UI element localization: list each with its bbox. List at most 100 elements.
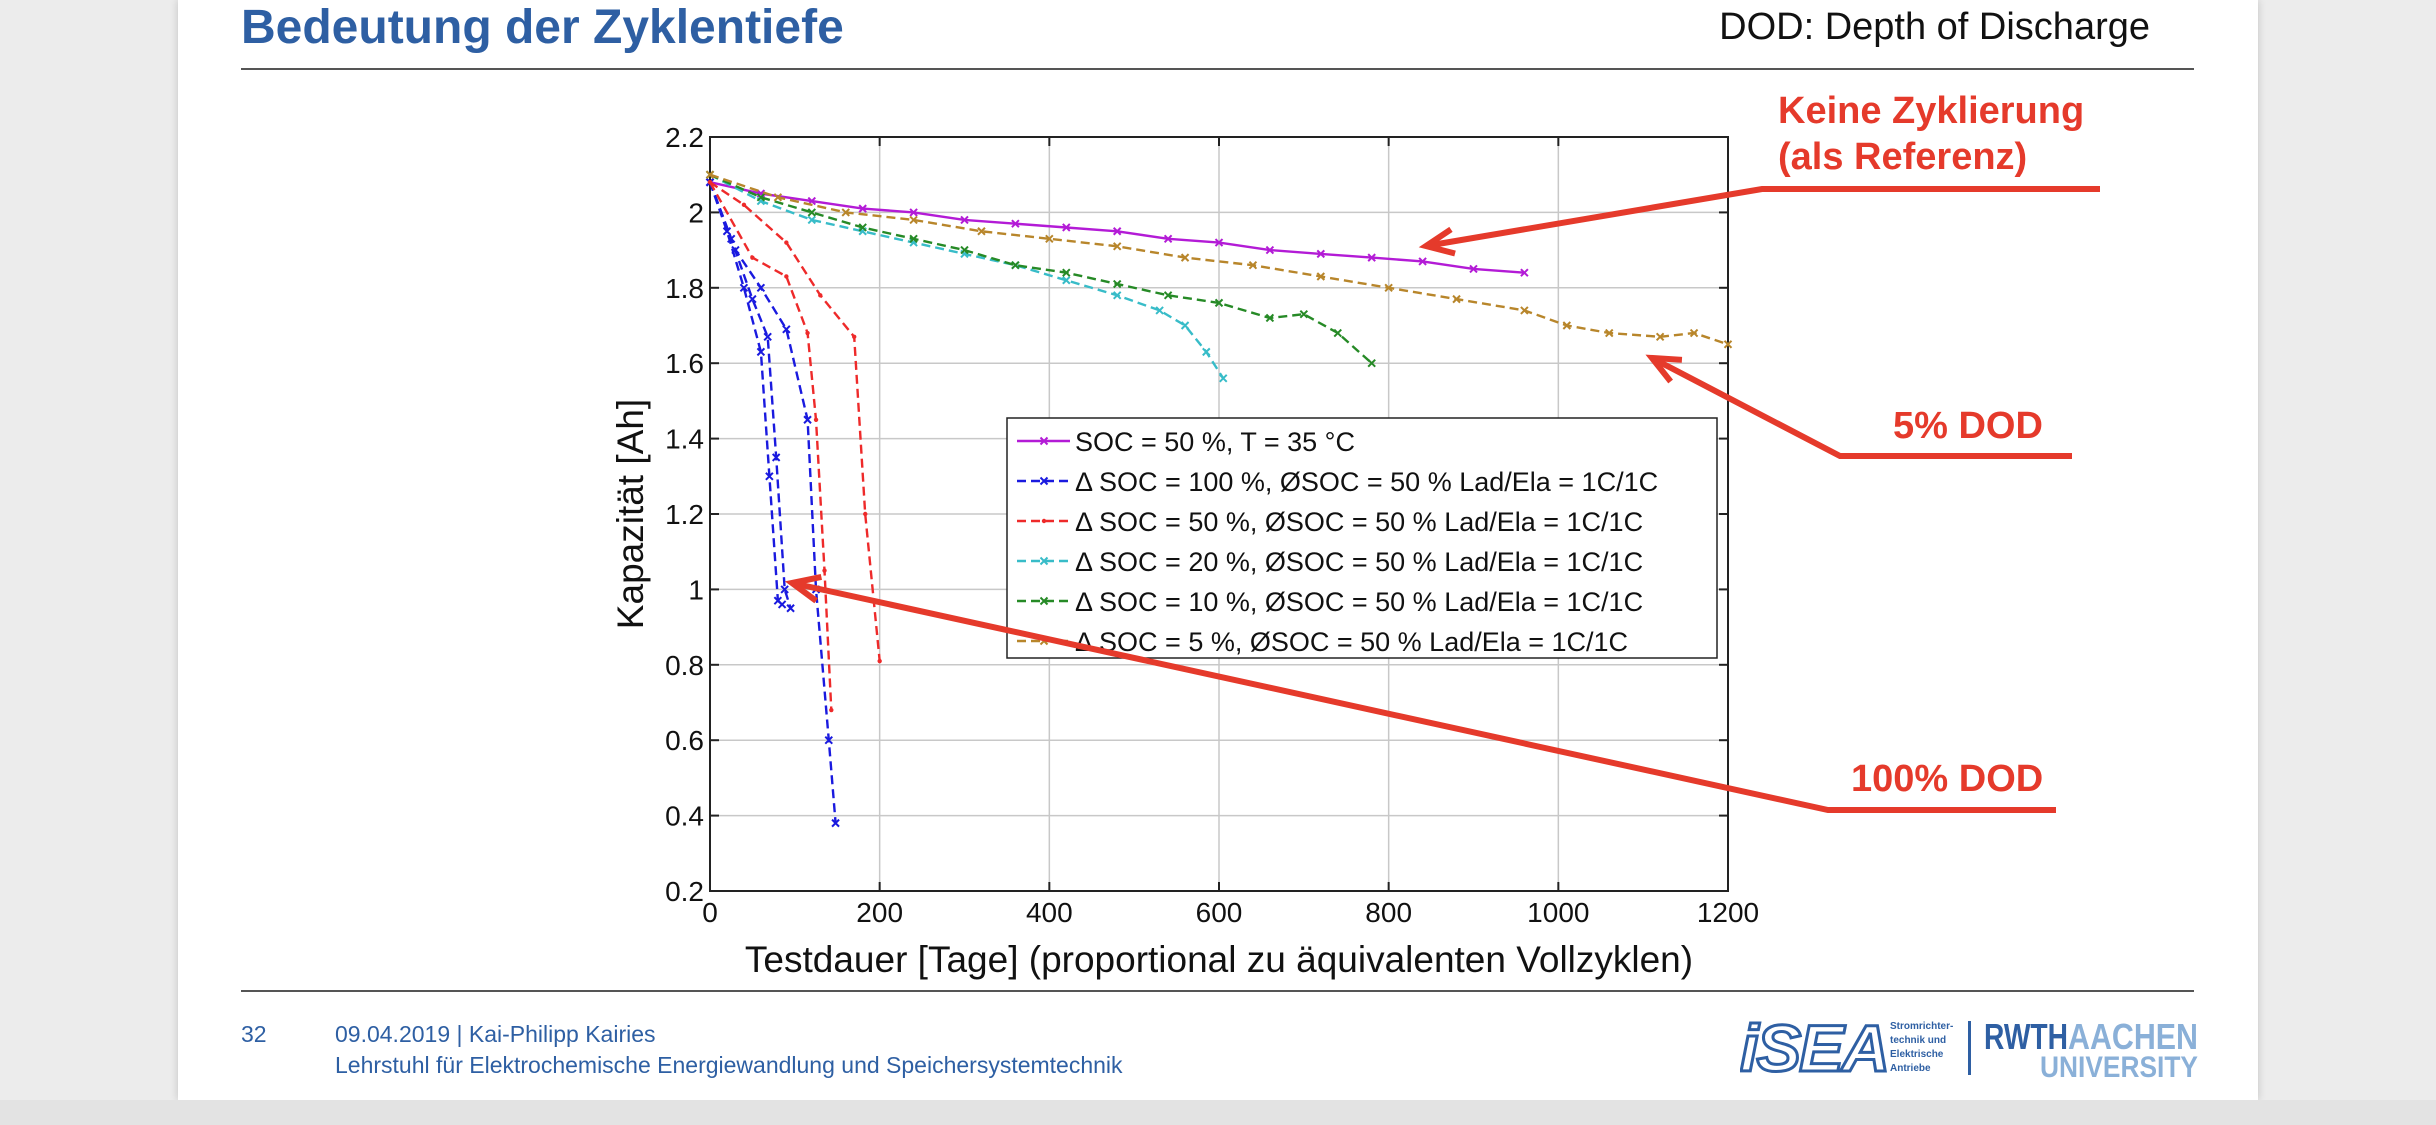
data-point bbox=[1163, 234, 1173, 243]
legend-entry: Δ SOC = 50 %, ØSOC = 50 % Lad/Ela = 1C/1… bbox=[1075, 507, 1643, 537]
series-b31bd6 bbox=[705, 178, 1529, 277]
data-point bbox=[1562, 321, 1572, 330]
data-point bbox=[1367, 253, 1376, 262]
y-tick-label: 0.6 bbox=[665, 725, 704, 756]
y-tick-label: 2.2 bbox=[665, 122, 704, 153]
data-point bbox=[818, 293, 823, 298]
isea-subtitle: Stromrichter-technik und Elektrische Antri… bbox=[1890, 1021, 1953, 1074]
footer-institute: Lehrstuhl für Elektrochemische Energiewa… bbox=[335, 1052, 1123, 1078]
series-line bbox=[709, 173, 1729, 346]
data-point bbox=[977, 227, 986, 236]
data-point bbox=[1163, 291, 1173, 300]
data-point bbox=[1039, 476, 1049, 486]
data-point bbox=[780, 585, 789, 594]
data-point bbox=[784, 274, 789, 279]
x-tick-label: 400 bbox=[1026, 897, 1073, 928]
data-point bbox=[1316, 272, 1326, 281]
data-point bbox=[863, 511, 868, 517]
data-point bbox=[960, 215, 969, 225]
legend-entry: SOC = 50 %, T = 35 °C bbox=[1075, 427, 1355, 457]
data-point bbox=[858, 223, 867, 232]
data-point bbox=[1418, 257, 1427, 266]
series-line bbox=[708, 181, 837, 824]
legend-entry: Δ SOC = 20 %, ØSOC = 50 % Lad/Ela = 1C/1… bbox=[1075, 547, 1643, 577]
data-point bbox=[1316, 249, 1326, 259]
university-logo: UNIVERSITY bbox=[2040, 1051, 2198, 1081]
data-point bbox=[1112, 227, 1122, 236]
dod5-callout: 5% DOD bbox=[1893, 405, 2043, 447]
data-point bbox=[909, 215, 918, 225]
data-point bbox=[807, 215, 817, 225]
x-tick-label: 0 bbox=[702, 897, 718, 928]
data-point bbox=[960, 245, 969, 255]
data-point bbox=[1655, 332, 1665, 342]
chart-series bbox=[705, 170, 1733, 828]
isea-logo: iSEA bbox=[1740, 1015, 1888, 1081]
data-point bbox=[877, 658, 882, 664]
page-number: 32 bbox=[241, 1021, 267, 1047]
series-1a1adf bbox=[705, 178, 787, 609]
data-point bbox=[771, 453, 781, 462]
x-tick-label: 800 bbox=[1365, 897, 1412, 928]
data-point bbox=[773, 193, 783, 202]
data-point bbox=[1039, 556, 1049, 566]
no-cycling-callout: Keine Zyklierung (als Referenz) bbox=[1778, 88, 2084, 180]
data-point bbox=[739, 283, 749, 293]
data-point bbox=[824, 735, 833, 745]
no-cycling-line1: Keine Zyklierung bbox=[1778, 90, 2085, 132]
data-point bbox=[731, 245, 740, 255]
series-ee2a2a bbox=[707, 180, 834, 713]
rwth-logo: RWTH bbox=[1984, 1016, 2068, 1057]
data-point bbox=[1214, 298, 1224, 308]
data-point bbox=[748, 294, 757, 304]
data-point bbox=[763, 332, 772, 342]
data-point bbox=[822, 568, 827, 573]
arrow-line bbox=[791, 580, 2056, 813]
data-point bbox=[1265, 313, 1275, 323]
series-b8862b bbox=[705, 170, 1733, 349]
legend-entry: Δ SOC = 5 %, ØSOC = 50 % Lad/Ela = 1C/1C bbox=[1075, 627, 1628, 657]
data-point bbox=[1112, 279, 1122, 289]
data-point bbox=[813, 417, 819, 422]
data-point bbox=[831, 818, 840, 828]
series-line bbox=[708, 181, 792, 609]
arrow-head bbox=[784, 573, 822, 604]
series-1a1adf bbox=[705, 178, 840, 828]
arrow-head bbox=[1418, 226, 1456, 257]
isea-subtitle-line: Stromrichter- bbox=[1890, 1021, 1953, 1032]
annotation-arrows bbox=[784, 186, 2100, 813]
data-point bbox=[841, 208, 850, 217]
data-point bbox=[782, 325, 791, 334]
data-point bbox=[756, 283, 766, 293]
footer-divider bbox=[241, 990, 2194, 992]
data-point bbox=[1180, 321, 1190, 330]
data-point bbox=[1112, 242, 1122, 251]
data-point bbox=[852, 334, 857, 340]
data-point bbox=[756, 347, 766, 357]
data-point bbox=[1367, 358, 1376, 368]
series-line bbox=[709, 181, 1525, 274]
data-point bbox=[803, 415, 812, 424]
data-point bbox=[1299, 309, 1309, 319]
data-point bbox=[1605, 328, 1614, 338]
y-tick-label: 1.8 bbox=[665, 273, 704, 304]
y-tick-label: 0.4 bbox=[665, 801, 704, 832]
data-point bbox=[829, 707, 834, 713]
data-point bbox=[909, 234, 918, 243]
data-point bbox=[805, 330, 810, 336]
data-point bbox=[1520, 268, 1529, 277]
arrow-no-cycling bbox=[1418, 186, 2100, 257]
data-point bbox=[1214, 238, 1224, 247]
aachen-logo: AACHEN bbox=[2068, 1016, 2198, 1057]
x-axis-label: Testdauer [Tage] (proportional zu äquiva… bbox=[745, 939, 1693, 980]
data-point bbox=[1265, 245, 1275, 255]
no-cycling-line2: (als Referenz) bbox=[1778, 136, 2028, 178]
arrow-line bbox=[1425, 186, 2100, 249]
data-point bbox=[1045, 234, 1054, 243]
data-point bbox=[1011, 219, 1020, 228]
legend-box bbox=[1006, 417, 1718, 659]
data-point bbox=[858, 204, 867, 213]
data-point bbox=[1333, 328, 1342, 338]
series-ee2a2a bbox=[707, 180, 882, 664]
data-point bbox=[1452, 294, 1461, 304]
